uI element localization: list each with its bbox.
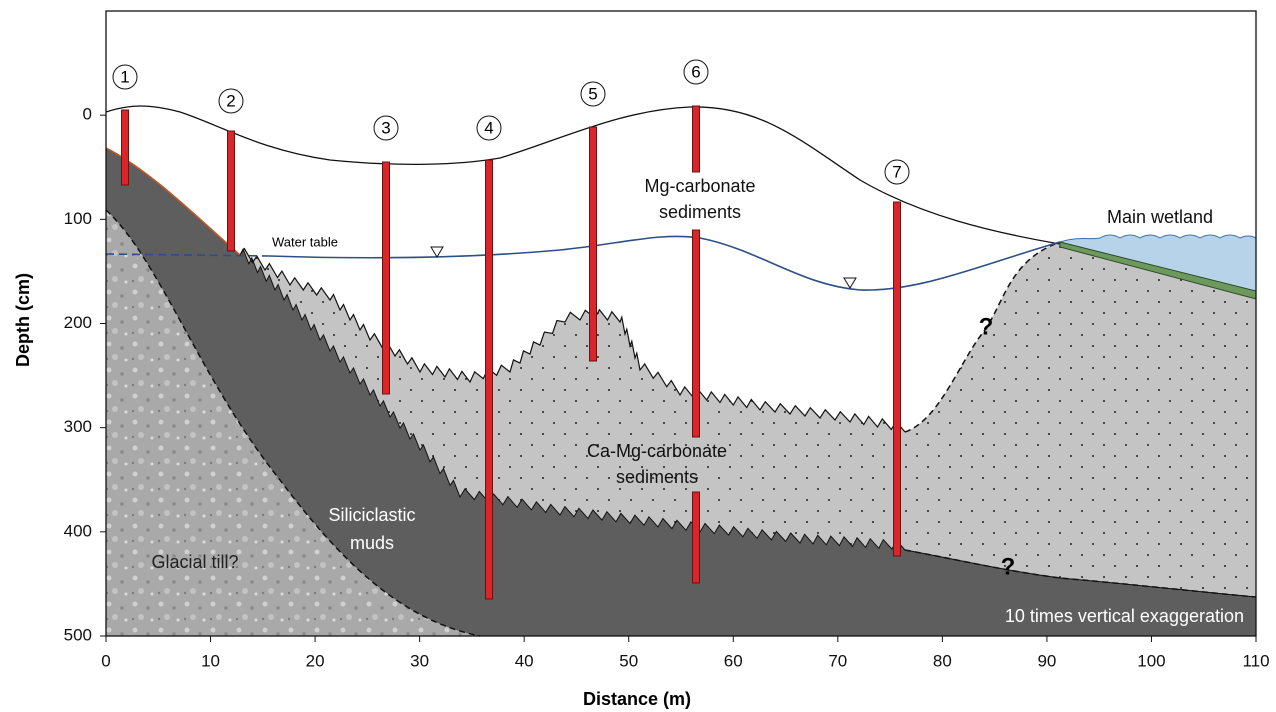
core-badge bbox=[683, 59, 709, 85]
y-tick-label: 100 bbox=[64, 209, 92, 228]
core-badge bbox=[580, 81, 606, 107]
y-tick-label: 400 bbox=[64, 521, 92, 540]
uncertain-boundary bbox=[904, 549, 1257, 598]
uncertain-boundary bbox=[904, 241, 1061, 433]
till-area bbox=[106, 210, 480, 636]
exaggeration-note: 10 times vertical exaggeration bbox=[1005, 606, 1244, 626]
core-number: 3 bbox=[381, 118, 390, 137]
wetland-water bbox=[1058, 234, 1257, 293]
core bbox=[485, 159, 493, 600]
core bbox=[893, 201, 901, 557]
x-tick-label: 30 bbox=[410, 651, 429, 670]
core-badge bbox=[884, 159, 910, 185]
ground-surface bbox=[105, 105, 1061, 245]
x-axis-label: Distance (m) bbox=[583, 689, 691, 709]
unit-label: Siliciclastic bbox=[328, 505, 415, 525]
y-tick-label: 0 bbox=[83, 105, 92, 124]
core-number: 4 bbox=[484, 118, 493, 137]
core-badge bbox=[476, 115, 502, 141]
axes: 0 10 20 30 40 50 60 70 80 90 100 110 0 100 200 300 400 50… bbox=[64, 105, 1270, 671]
x-tick-label: 10 bbox=[201, 651, 220, 670]
uncertain-mark: ? bbox=[979, 313, 994, 340]
y-tick-label: 300 bbox=[64, 417, 92, 436]
unit-label: Glacial till? bbox=[151, 552, 238, 572]
core bbox=[692, 229, 700, 438]
unit-label: sediments bbox=[659, 202, 741, 222]
water-table-symbol bbox=[430, 246, 857, 289]
unit-label: muds bbox=[350, 533, 394, 553]
y-axis-label: Depth (cm) bbox=[13, 273, 33, 367]
x-tick-label: 110 bbox=[1242, 651, 1269, 670]
unit-label: sediments bbox=[616, 467, 698, 487]
core bbox=[382, 161, 390, 395]
x-tick-label: 50 bbox=[619, 651, 638, 670]
y-tick-label: 500 bbox=[64, 625, 92, 644]
core-number: 7 bbox=[892, 162, 901, 181]
y-tick-label: 200 bbox=[64, 313, 92, 332]
core-number: 1 bbox=[120, 67, 129, 86]
x-tick-label: 90 bbox=[1037, 651, 1056, 670]
core-number: 6 bbox=[691, 62, 700, 81]
unit-label: Mg-carbonate bbox=[644, 176, 755, 196]
x-tick-label: 100 bbox=[1137, 651, 1165, 670]
core bbox=[227, 130, 235, 252]
core-number: 2 bbox=[226, 91, 235, 110]
core-badge bbox=[112, 64, 138, 90]
unit-label: Main wetland bbox=[1107, 207, 1213, 227]
core-number: 5 bbox=[588, 84, 597, 103]
core-badge bbox=[218, 88, 244, 114]
x-tick-label: 40 bbox=[515, 651, 534, 670]
x-tick-label: 0 bbox=[101, 651, 110, 670]
core bbox=[692, 105, 700, 173]
x-tick-label: 80 bbox=[933, 651, 952, 670]
core-badge bbox=[373, 115, 399, 141]
uncertain-mark: ? bbox=[1001, 553, 1016, 580]
core bbox=[589, 126, 597, 362]
x-tick-label: 20 bbox=[306, 651, 325, 670]
carbonate-boundary bbox=[239, 247, 906, 433]
cores: 1 2 3 4 5 6 7 bbox=[112, 59, 910, 600]
core bbox=[692, 491, 700, 584]
water-table-label: Water table bbox=[272, 234, 338, 249]
core bbox=[121, 109, 129, 186]
x-tick-label: 70 bbox=[828, 651, 847, 670]
x-tick-label: 60 bbox=[724, 651, 743, 670]
till-boundary bbox=[105, 209, 481, 637]
water-table-inferred bbox=[105, 253, 271, 257]
unit-label: Ca-Mg-carbonate bbox=[587, 441, 727, 461]
